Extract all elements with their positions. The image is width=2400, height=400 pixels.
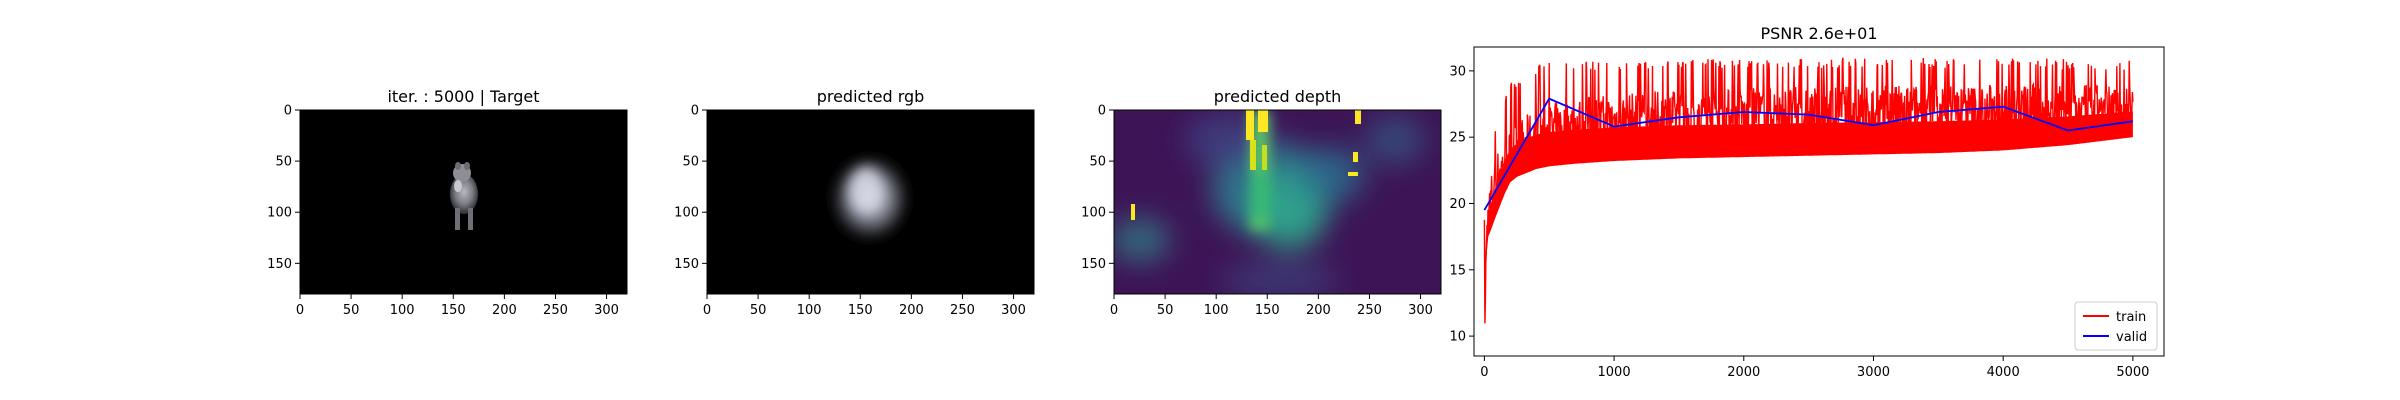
x-tick-label: 100 (797, 303, 822, 318)
x-tick-label: 1000 (1598, 365, 1631, 380)
x-tick-label: 150 (1255, 303, 1280, 318)
x-tick-label: 50 (343, 303, 360, 318)
predicted-rgb-axes: 0 50 100 150 200 250 300 0 50 100 150 (674, 104, 1035, 318)
x-tick-label: 150 (848, 303, 873, 318)
predicted-depth-panel: predicted depth (1081, 87, 1442, 318)
valid-series-line (1483, 97, 2134, 211)
predicted-rgb-core (850, 168, 882, 212)
x-tick-label: 250 (543, 303, 568, 318)
y-tick-label: 20 (1449, 197, 1466, 212)
axes-frame (1113, 109, 1442, 295)
x-tick-label: 200 (1306, 303, 1331, 318)
y-tick-label: 15 (1449, 263, 1466, 278)
y-tick-label: 0 (1098, 104, 1106, 119)
train-series-line (1483, 57, 2134, 324)
x-tick-label: 5000 (2116, 365, 2149, 380)
y-tick-label: 10 (1449, 330, 1466, 345)
legend-valid-label: valid (2116, 330, 2147, 345)
axes-frame (706, 109, 1035, 295)
y-tick-label: 0 (691, 104, 699, 119)
x-tick-label: 100 (1204, 303, 1229, 318)
x-tick-label: 50 (750, 303, 767, 318)
predicted-depth-title: predicted depth (1214, 87, 1342, 106)
x-tick-label: 250 (950, 303, 975, 318)
y-tick-label: 100 (1081, 206, 1106, 221)
x-tick-label: 250 (1357, 303, 1382, 318)
axes-frame (1473, 46, 2165, 357)
target-image-panel: iter. : 5000 | Target 0 50 100 150 200 250 300… (267, 87, 628, 318)
axes-frame (299, 109, 628, 295)
predicted-rgb-title: predicted rgb (817, 87, 925, 106)
target-image-content (300, 110, 627, 294)
x-tick-label: 0 (296, 303, 304, 318)
target-image-title: iter. : 5000 | Target (387, 87, 539, 106)
psnr-plot-area (1483, 57, 2134, 324)
train-series-fill (1484, 111, 2133, 284)
target-animal-figure (450, 162, 478, 230)
predicted-rgb-content (707, 110, 1034, 294)
x-tick-label: 0 (1110, 303, 1118, 318)
y-tick-label: 150 (1081, 257, 1106, 272)
legend-frame (2074, 301, 2158, 351)
y-tick-label: 50 (1089, 155, 1106, 170)
x-tick-label: 300 (1408, 303, 1433, 318)
y-tick-label: 0 (284, 104, 292, 119)
x-tick-label: 4000 (1987, 365, 2020, 380)
predicted-rgb-panel: predicted rgb 0 50 100 150 200 250 300 0 50 100 15… (674, 87, 1035, 318)
y-tick-label: 30 (1449, 64, 1466, 79)
x-tick-label: 50 (1157, 303, 1174, 318)
x-tick-label: 3000 (1857, 365, 1890, 380)
psnr-chart-title: PSNR 2.6e+01 (1760, 24, 1877, 43)
legend-train-label: train (2116, 310, 2146, 325)
psnr-legend: train valid (2074, 301, 2158, 351)
y-tick-label: 150 (267, 257, 292, 272)
x-tick-label: 200 (492, 303, 517, 318)
predicted-depth-heatmap (1114, 110, 1441, 294)
x-tick-label: 100 (390, 303, 415, 318)
x-tick-label: 0 (703, 303, 711, 318)
x-tick-label: 0 (1480, 365, 1488, 380)
y-tick-label: 50 (682, 155, 699, 170)
target-image-axes: 0 50 100 150 200 250 300 0 50 100 150 (267, 104, 628, 318)
y-tick-label: 100 (674, 206, 699, 221)
x-tick-label: 2000 (1727, 365, 1760, 380)
y-tick-label: 50 (275, 155, 292, 170)
x-tick-label: 300 (594, 303, 619, 318)
y-tick-label: 150 (674, 257, 699, 272)
x-tick-label: 200 (899, 303, 924, 318)
psnr-line-chart: PSNR 2.6e+01 0 1000 2000 3000 4000 5000 10 15 20… (1449, 24, 2165, 380)
x-tick-label: 150 (441, 303, 466, 318)
predicted-depth-axes: 0 50 100 150 200 250 300 0 50 100 150 (1081, 104, 1442, 318)
y-tick-label: 25 (1449, 131, 1466, 146)
y-tick-label: 100 (267, 206, 292, 221)
x-tick-label: 300 (1001, 303, 1026, 318)
psnr-chart-axes: 0 1000 2000 3000 4000 5000 10 15 20 25 30 (1449, 46, 2165, 380)
depth-yellow-spots (1131, 110, 1361, 220)
